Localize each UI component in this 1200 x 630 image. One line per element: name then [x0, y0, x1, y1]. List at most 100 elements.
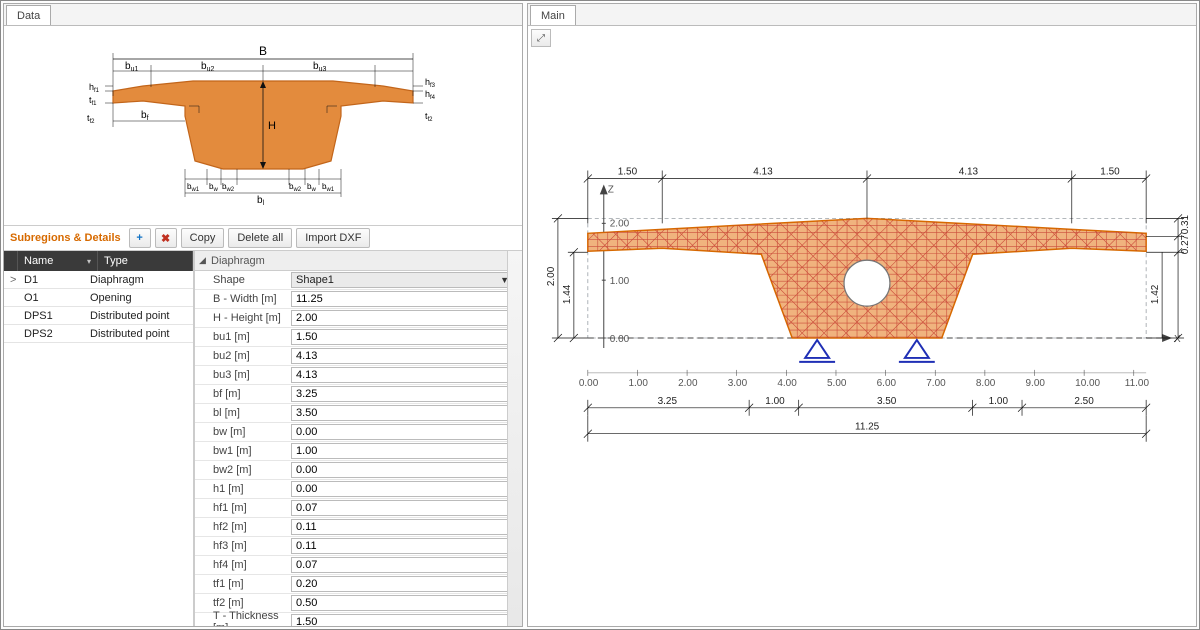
property-input[interactable] [291, 443, 514, 459]
svg-text:bw1: bw1 [322, 182, 335, 193]
svg-text:5.00: 5.00 [827, 378, 847, 389]
svg-text:B: B [259, 44, 267, 58]
filter-icon[interactable]: ▾ [87, 257, 91, 266]
svg-text:11.25: 11.25 [855, 422, 880, 433]
subregions-title: Subregions & Details [10, 232, 121, 244]
property-row: bw1 [m] [195, 442, 522, 461]
property-row: ShapeShape1▼ [195, 271, 522, 290]
svg-text:bw2: bw2 [289, 182, 302, 193]
property-label: bu3 [m] [195, 369, 291, 381]
table-row[interactable]: O1Opening [4, 289, 193, 307]
svg-text:hf3: hf3 [425, 77, 436, 89]
col-name[interactable]: Name [24, 255, 53, 267]
import-dxf-button[interactable]: Import DXF [296, 228, 370, 248]
svg-text:bu1: bu1 [125, 61, 138, 73]
property-input[interactable] [291, 576, 514, 592]
property-input[interactable] [291, 329, 514, 345]
property-row: bu1 [m] [195, 328, 522, 347]
property-row: bw2 [m] [195, 461, 522, 480]
property-row: hf4 [m] [195, 556, 522, 575]
property-row: H - Height [m] [195, 309, 522, 328]
svg-text:11.00: 11.00 [1125, 378, 1150, 389]
svg-text:2.50: 2.50 [1074, 396, 1094, 407]
svg-text:Z: Z [608, 184, 614, 195]
svg-text:bw: bw [209, 182, 218, 193]
property-group[interactable]: ◢Diaphragm [195, 251, 522, 271]
property-row: bf [m] [195, 385, 522, 404]
property-label: bw2 [m] [195, 464, 291, 476]
svg-text:1.50: 1.50 [1100, 166, 1120, 177]
property-input[interactable] [291, 538, 514, 554]
svg-text:hf1: hf1 [89, 82, 100, 94]
property-input[interactable] [291, 519, 514, 535]
svg-text:4.13: 4.13 [959, 166, 979, 177]
svg-text:H: H [268, 120, 276, 132]
property-input[interactable] [291, 481, 514, 497]
svg-text:1.50: 1.50 [618, 166, 638, 177]
svg-text:3.50: 3.50 [877, 396, 897, 407]
property-input[interactable] [291, 367, 514, 383]
svg-text:6.00: 6.00 [877, 378, 897, 389]
svg-text:hf4: hf4 [425, 89, 436, 101]
main-panel: Main ⤢ Z X 2.00 1.00 0.00 [527, 3, 1197, 627]
property-input[interactable] [291, 386, 514, 402]
main-canvas[interactable]: Z X 2.00 1.00 0.00 [528, 50, 1196, 626]
property-label: bu1 [m] [195, 331, 291, 343]
property-label: bu2 [m] [195, 350, 291, 362]
property-input[interactable] [291, 348, 514, 364]
left-tab-strip: Data [4, 4, 522, 26]
property-label: hf1 [m] [195, 502, 291, 514]
svg-text:0.00: 0.00 [610, 334, 630, 345]
tab-data[interactable]: Data [6, 5, 51, 25]
tab-main[interactable]: Main [530, 5, 576, 25]
svg-text:1.00: 1.00 [628, 378, 648, 389]
fit-view-button[interactable]: ⤢ [531, 29, 551, 47]
table-row[interactable]: DPS2Distributed point [4, 325, 193, 343]
svg-text:2.00: 2.00 [610, 218, 630, 229]
table-row[interactable]: DPS1Distributed point [4, 307, 193, 325]
svg-text:1.00: 1.00 [610, 276, 630, 287]
property-dropdown[interactable]: Shape1▼ [291, 272, 514, 288]
copy-button[interactable]: Copy [181, 228, 225, 248]
property-input[interactable] [291, 424, 514, 440]
property-input[interactable] [291, 614, 514, 626]
svg-text:bu2: bu2 [201, 61, 214, 73]
property-row: bu2 [m] [195, 347, 522, 366]
property-input[interactable] [291, 405, 514, 421]
property-label: bw1 [m] [195, 445, 291, 457]
svg-text:tf2: tf2 [425, 111, 433, 123]
svg-text:4.13: 4.13 [753, 166, 773, 177]
svg-text:2.00: 2.00 [546, 266, 557, 286]
delete-all-button[interactable]: Delete all [228, 228, 292, 248]
property-label: tf1 [m] [195, 578, 291, 590]
property-label: hf4 [m] [195, 559, 291, 571]
property-input[interactable] [291, 462, 514, 478]
property-input[interactable] [291, 291, 514, 307]
svg-text:2.00: 2.00 [678, 378, 698, 389]
property-input[interactable] [291, 595, 514, 611]
col-type[interactable]: Type [104, 255, 128, 267]
right-tab-strip: Main [528, 4, 1196, 26]
delete-button[interactable]: ✖ [155, 228, 177, 248]
svg-text:4.00: 4.00 [777, 378, 797, 389]
svg-text:bw: bw [307, 182, 316, 193]
property-row: tf1 [m] [195, 575, 522, 594]
property-row: hf1 [m] [195, 499, 522, 518]
property-input[interactable] [291, 557, 514, 573]
property-row: bw [m] [195, 423, 522, 442]
svg-text:0.27: 0.27 [1180, 234, 1191, 254]
add-button[interactable]: + [129, 228, 151, 248]
svg-text:7.00: 7.00 [926, 378, 946, 389]
property-label: bl [m] [195, 407, 291, 419]
svg-text:tf2: tf2 [87, 113, 95, 125]
table-row[interactable]: >D1Diaphragm [4, 271, 193, 289]
svg-text:0.00: 0.00 [579, 378, 599, 389]
property-label: hf3 [m] [195, 540, 291, 552]
property-input[interactable] [291, 500, 514, 516]
svg-text:1.00: 1.00 [989, 396, 1009, 407]
svg-text:bf: bf [141, 110, 149, 122]
property-input[interactable] [291, 310, 514, 326]
svg-text:3.25: 3.25 [658, 396, 678, 407]
data-panel: Data H B bu1 [3, 3, 523, 627]
property-row: h1 [m] [195, 480, 522, 499]
